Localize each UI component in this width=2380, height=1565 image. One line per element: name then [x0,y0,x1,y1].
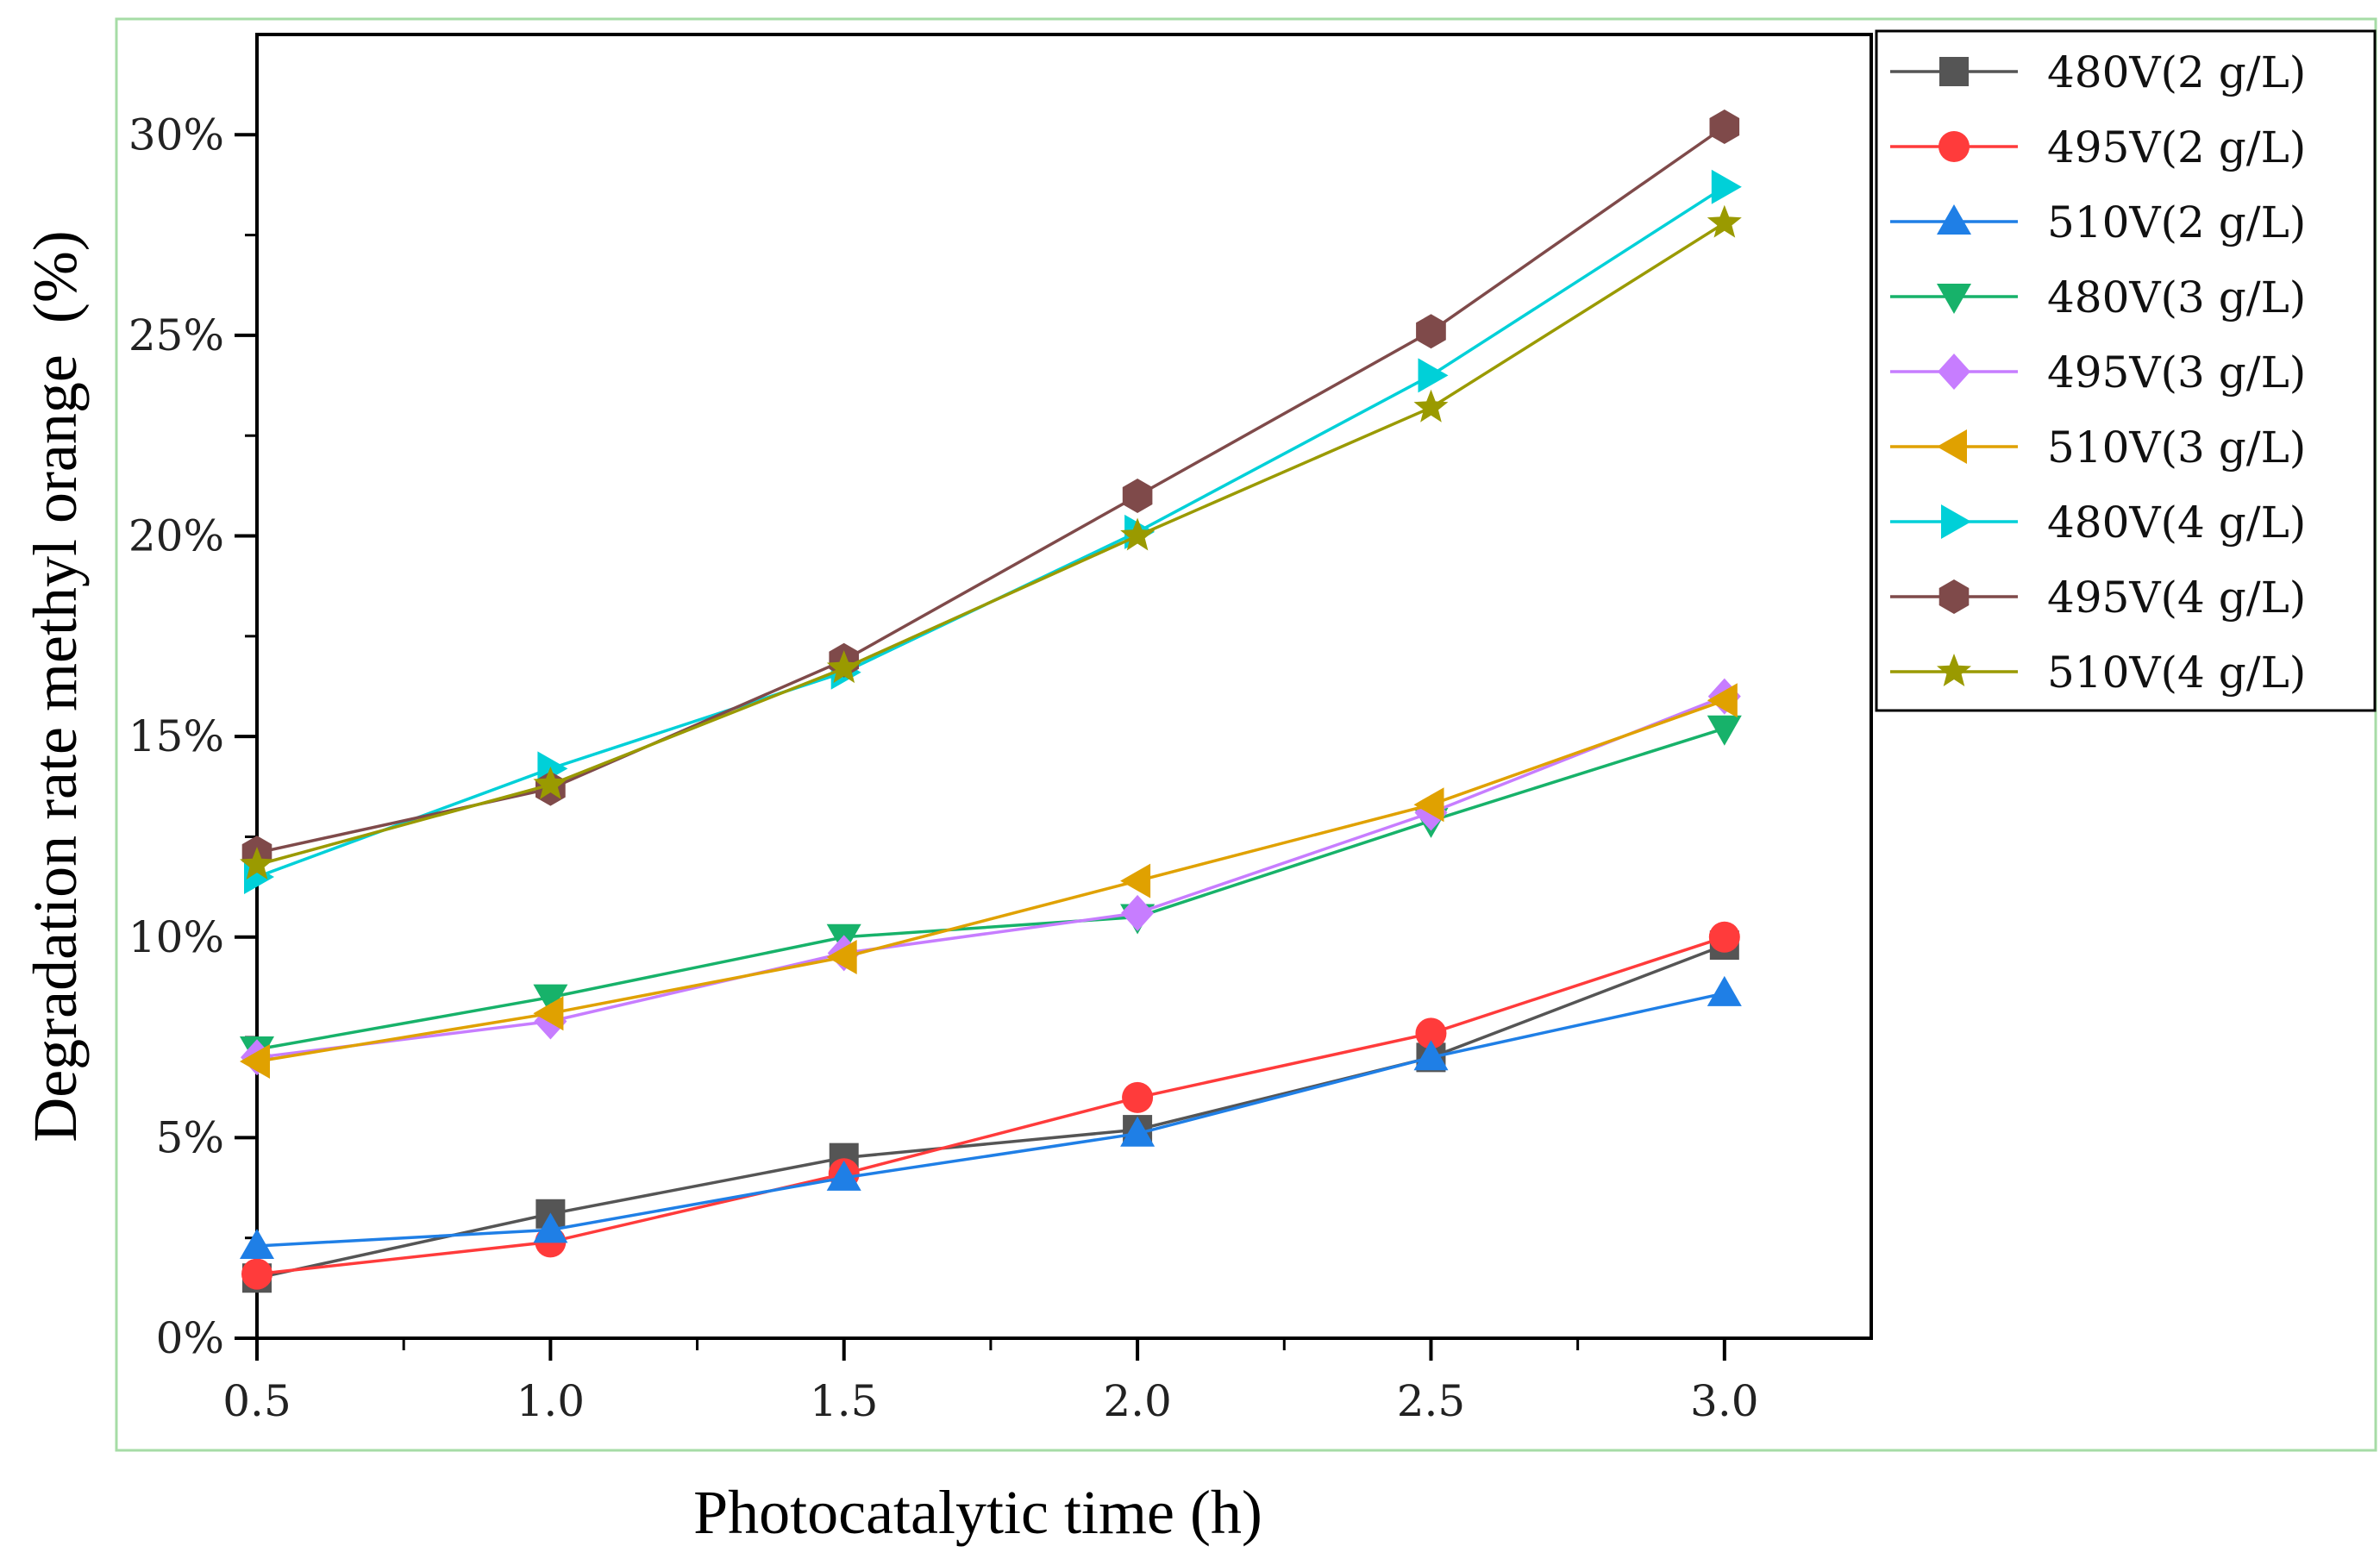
data-point [240,847,274,880]
data-point [1122,479,1153,513]
series-line [256,936,1726,1276]
data-point [1120,1116,1156,1147]
data-point [826,940,857,974]
legend-label: 480V(4 g/L) [2047,498,2306,548]
data-point [1120,517,1156,551]
legend-item: 510V(3 g/L) [1890,423,2306,473]
data-point [533,767,568,799]
y-tick-label: 5% [156,1112,224,1162]
data-point [1418,358,1449,393]
y-tick-label: 15% [128,711,224,761]
data-point [1120,863,1151,898]
series-line [256,727,1726,1051]
series-1 [242,930,1739,1293]
legend-marker [1938,131,1970,162]
legend-item: 495V(4 g/L) [1890,573,2306,623]
legend-marker [1937,284,1971,314]
legend: 480V(2 g/L) 495V(2 g/L) 510V(2 g/L) 480V(3 … [1875,29,2377,712]
data-point [241,1258,272,1290]
data-point [533,984,568,1015]
legend-marker [1941,504,1971,539]
legend-marker [1937,429,1967,464]
legend-marker [1937,654,1971,686]
data-point [1707,715,1742,746]
data-point [1413,787,1444,823]
data-point [1413,389,1449,423]
x-tick-label: 1.0 [517,1376,586,1426]
legend-label: 510V(3 g/L) [2047,423,2306,473]
legend-item: 495V(3 g/L) [1890,347,2306,398]
x-tick-label: 1.5 [810,1376,879,1426]
legend-item: 495V(2 g/L) [1890,122,2306,172]
x-tick-label: 2.5 [1397,1376,1466,1426]
x-tick-label: 0.5 [222,1376,291,1426]
data-point [1707,975,1742,1006]
legend-label: 480V(2 g/L) [2047,47,2306,97]
legend-label: 510V(4 g/L) [2047,648,2306,698]
legend-item: 480V(2 g/L) [1890,47,2306,97]
x-axis-title: Photocatalytic time (h) [693,1478,1262,1547]
data-point [1707,204,1742,238]
data-point [1416,314,1446,349]
data-point [240,1044,270,1079]
data-point [533,996,564,1031]
plot-frame [255,33,1873,1340]
series-line [256,943,1726,1280]
data-point [826,650,861,684]
y-tick-label: 0% [156,1313,224,1363]
data-point [1121,894,1155,931]
data-point [1709,110,1740,144]
data-point [1708,921,1740,953]
series-7 [244,169,1742,894]
data-point [1122,1081,1154,1113]
y-axis-title: Degradation rate methyl orange (%) [21,230,90,1142]
legend-label: 495V(4 g/L) [2047,573,2306,623]
y-tick-label: 30% [128,110,224,160]
series-line [256,698,1726,1063]
data-point [1711,169,1742,204]
data-point [240,1229,274,1259]
legend-marker [1939,57,1969,86]
series-line [256,125,1726,854]
series-9 [240,204,1742,880]
data-point [826,1160,861,1191]
legend-item: 510V(2 g/L) [1890,197,2306,247]
series-line [256,222,1726,867]
figure-border [115,17,2377,1452]
legend-item: 510V(4 g/L) [1890,648,2306,698]
series-line [256,694,1726,1060]
series-6 [240,683,1738,1079]
legend-marker [1938,354,1970,390]
series-line [256,185,1726,879]
legend-label: 510V(2 g/L) [2047,197,2306,247]
x-tick-label: 2.0 [1103,1376,1172,1426]
y-tick-label: 25% [128,310,224,360]
data-point [1413,1040,1449,1071]
x-tick-label: 3.0 [1690,1376,1759,1426]
data-point [1707,683,1738,718]
data-point [533,1212,568,1243]
series-5 [241,678,1741,1076]
legend-item: 480V(4 g/L) [1890,498,2306,548]
series-8 [241,110,1740,871]
y-tick-label: 20% [128,511,224,561]
legend-label: 480V(3 g/L) [2047,272,2306,322]
legend-label: 495V(2 g/L) [2047,122,2306,172]
series-line [256,992,1726,1248]
legend-label: 495V(3 g/L) [2047,347,2306,398]
legend-marker [1938,579,1970,614]
legend-item: 480V(3 g/L) [1890,272,2306,322]
series-layer [240,110,1742,1293]
series-4 [240,715,1742,1067]
axis-ticks: 0.5 1.0 1.5 2.0 2.5 3.0 0% 5% 10% 15% 20% 25% 30% [128,110,1759,1426]
y-tick-label: 10% [128,912,224,962]
legend-marker [1937,204,1971,235]
series-3 [240,975,1742,1259]
data-point [1415,1017,1447,1049]
